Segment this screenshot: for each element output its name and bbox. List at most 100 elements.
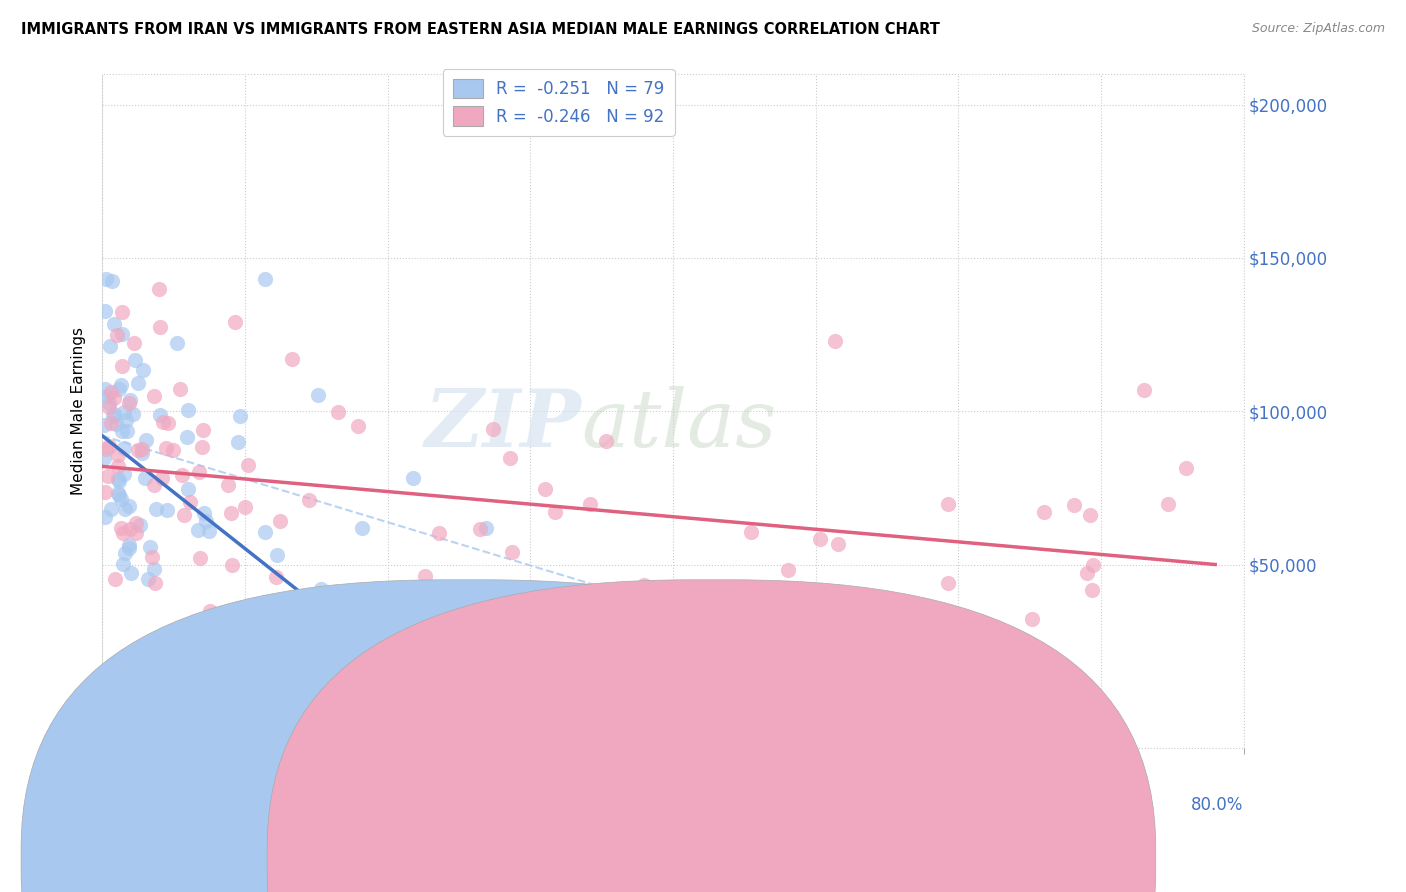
Point (108, 475, 131, 489)
Point (149, 408, 172, 422)
Point (117, 499, 139, 513)
Point (97, 439, 120, 453)
Point (127, 376, 149, 390)
Point (135, 434, 157, 448)
Point (100, 339, 122, 353)
Point (915, 701, 938, 715)
Point (1083, 558, 1105, 572)
Point (499, 594, 522, 608)
Point (439, 601, 461, 615)
Point (187, 523, 209, 537)
Point (115, 413, 138, 427)
Point (157, 416, 180, 430)
Point (127, 442, 149, 457)
Point (103, 392, 125, 406)
Point (217, 477, 239, 491)
Point (98, 396, 121, 410)
Point (148, 281, 170, 295)
Point (100, 384, 122, 399)
Point (97, 400, 120, 414)
Point (111, 425, 134, 439)
Point (125, 516, 148, 530)
Point (689, 594, 711, 608)
Text: Source: ZipAtlas.com: Source: ZipAtlas.com (1251, 22, 1385, 36)
Point (238, 458, 260, 473)
Point (103, 409, 125, 424)
Point (534, 483, 557, 497)
Point (188, 465, 211, 479)
Point (254, 524, 277, 539)
Point (179, 495, 201, 509)
Point (166, 335, 188, 350)
Point (131, 442, 153, 456)
Point (103, 317, 125, 331)
Point (436, 690, 458, 705)
Point (1076, 566, 1098, 581)
Point (100, 416, 122, 430)
Point (468, 522, 491, 536)
Point (936, 497, 959, 511)
Point (107, 448, 129, 462)
Point (142, 726, 165, 740)
Point (595, 434, 617, 449)
Point (191, 424, 214, 438)
Point (107, 459, 129, 474)
Point (259, 615, 281, 630)
Point (326, 404, 349, 418)
Point (478, 681, 501, 696)
Point (120, 566, 142, 581)
Point (134, 471, 156, 485)
Point (108, 382, 131, 396)
Legend: R =  -0.251   N = 79, R =  -0.246   N = 92: R = -0.251 N = 79, R = -0.246 N = 92 (443, 69, 675, 136)
Point (315, 606, 337, 620)
Point (228, 435, 250, 450)
Point (142, 389, 165, 403)
Point (309, 582, 332, 596)
Point (118, 541, 141, 556)
Point (107, 486, 129, 500)
Point (177, 403, 200, 417)
Point (112, 467, 135, 481)
Point (96, 388, 118, 402)
Point (152, 416, 174, 430)
Point (1078, 508, 1101, 523)
Text: Immigrants from Eastern Asia: Immigrants from Eastern Asia (738, 851, 966, 865)
Point (1133, 383, 1156, 397)
Point (481, 422, 503, 436)
Point (720, 594, 742, 608)
Point (112, 525, 135, 540)
Text: Immigrants from Iran: Immigrants from Iran (506, 851, 669, 865)
Text: 80.0%: 80.0% (1191, 796, 1244, 814)
Point (257, 657, 280, 672)
Point (141, 549, 163, 564)
Point (150, 471, 173, 485)
Point (104, 417, 127, 431)
Point (124, 353, 146, 368)
Point (114, 502, 136, 516)
Point (188, 551, 211, 566)
Point (1157, 497, 1180, 511)
Point (221, 558, 243, 572)
Point (141, 662, 163, 676)
Point (100, 502, 122, 516)
Point (111, 326, 134, 341)
Point (195, 514, 218, 528)
Point (415, 569, 437, 583)
Point (808, 533, 831, 547)
Point (110, 305, 132, 319)
Point (129, 518, 152, 533)
Point (94, 509, 117, 524)
Point (298, 492, 321, 507)
Point (115, 424, 138, 438)
Point (266, 548, 288, 562)
Point (402, 471, 425, 485)
Point (501, 544, 523, 558)
Text: IMMIGRANTS FROM IRAN VS IMMIGRANTS FROM EASTERN ASIA MEDIAN MALE EARNINGS CORREL: IMMIGRANTS FROM IRAN VS IMMIGRANTS FROM … (21, 22, 941, 37)
Point (346, 419, 368, 434)
Point (131, 446, 153, 460)
Point (145, 502, 167, 516)
Point (543, 505, 565, 519)
Point (112, 441, 135, 455)
Point (735, 668, 758, 682)
Point (229, 409, 252, 423)
